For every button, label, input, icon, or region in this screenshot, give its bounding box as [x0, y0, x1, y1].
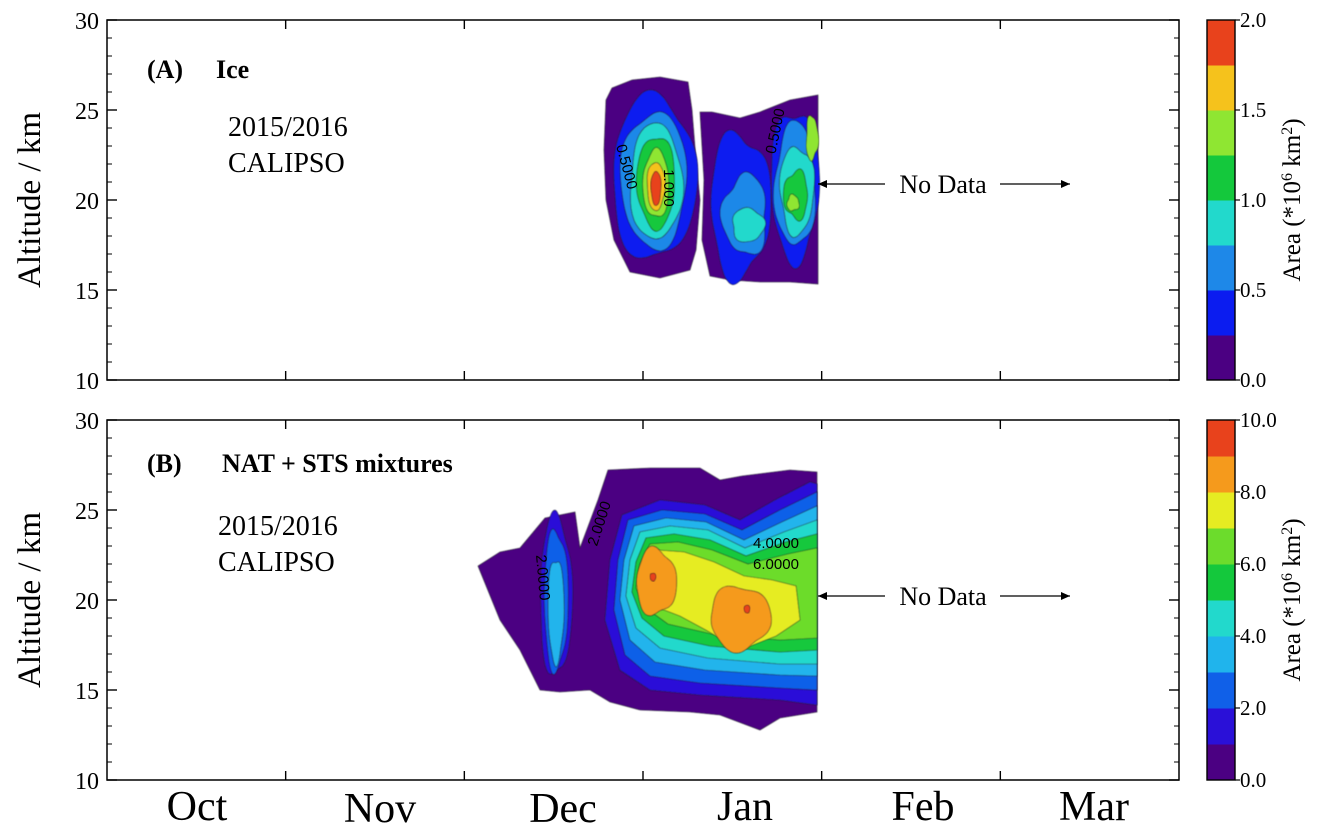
y-tick-label: 10 [75, 369, 99, 395]
colorbar-segment [1207, 335, 1235, 381]
colorbar-segment [1207, 200, 1235, 246]
panel-title: Ice [216, 55, 249, 84]
colorbar-segment [1207, 564, 1235, 601]
colorbar-tick-label: 8.0 [1240, 480, 1266, 504]
x-tick-label-dec: Dec [529, 786, 597, 832]
colorbar: 0.0 2.0 4.0 6.0 8.0 10.0 Area (*106 km2) [1206, 408, 1307, 792]
contour-label: 2.0000 [532, 554, 553, 601]
x-tick-label-jan: Jan [717, 784, 773, 830]
y-tick-label: 30 [75, 409, 99, 435]
colorbar-segment [1207, 20, 1235, 66]
y-tick-label: 25 [75, 99, 99, 125]
x-tick-label-oct: Oct [167, 784, 228, 830]
y-tick-label: 20 [75, 189, 99, 215]
contour-field [603, 76, 821, 285]
annotation-line: 2015/2016 [218, 511, 338, 542]
colorbar-segment [1207, 528, 1235, 565]
colorbar-tick-label: 4.0 [1240, 624, 1266, 648]
x-tick-label-nov: Nov [344, 786, 416, 832]
y-tick-label: 15 [75, 679, 99, 705]
colorbar-tick-label: 1.0 [1240, 188, 1266, 212]
contour-label: 4.0000 [753, 535, 799, 552]
colorbar-tick-label: 6.0 [1240, 552, 1266, 576]
contour-band-8 [710, 585, 772, 654]
colorbar-segment [1207, 290, 1235, 336]
annotation-line: CALIPSO [218, 547, 335, 578]
contour-label: 6.0000 [753, 556, 799, 573]
colorbar-label-suffix: ) [1279, 118, 1306, 126]
colorbar-segment [1207, 456, 1235, 493]
colorbar-segment [1207, 420, 1235, 457]
annotation-line: CALIPSO [228, 148, 345, 179]
colorbar-segment [1207, 492, 1235, 529]
colorbar-label-prefix: Area (*10 [1279, 181, 1306, 282]
x-tick-label-mar: Mar [1059, 784, 1129, 830]
y-tick-label: 20 [75, 589, 99, 615]
colorbar-tick-label: 2.0 [1240, 8, 1266, 32]
contour-field [477, 467, 818, 731]
colorbar-label: Area (*106 km2) [1279, 518, 1307, 681]
y-tick-label: 15 [75, 279, 99, 305]
no-data-label: No Data [899, 170, 987, 199]
panel-title: NAT + STS mixtures [222, 449, 453, 478]
colorbar-label-prefix: Area (*10 [1279, 581, 1306, 682]
y-tick-label: 10 [75, 769, 99, 795]
colorbar-tick-label: 0.5 [1240, 278, 1266, 302]
arrowhead-left [818, 592, 827, 600]
colorbar-tick-label: 1.5 [1240, 98, 1266, 122]
colorbar-segment [1207, 708, 1235, 745]
colorbar-tick-label: 0.0 [1240, 768, 1266, 792]
colorbar-segment [1207, 744, 1235, 781]
colorbar-label-suffix: ) [1279, 518, 1306, 526]
colorbar-frame [1206, 419, 1236, 781]
colorbar-label: Area (*106 km2) [1279, 118, 1307, 281]
contour-label: 1.000 [660, 169, 677, 207]
arrowhead-left [818, 180, 827, 188]
colorbar-label-mid: km [1279, 134, 1306, 173]
colorbar-tick-label: 2.0 [1240, 696, 1266, 720]
colorbar-segment [1207, 155, 1235, 201]
panel-label: (B) [147, 449, 182, 478]
colorbar-segment [1207, 636, 1235, 673]
contour-band-9 [743, 604, 751, 614]
colorbar-segment [1207, 110, 1235, 156]
arrowhead-right [1061, 592, 1070, 600]
contour-band-7 [650, 171, 662, 206]
contour-band-9 [649, 572, 657, 582]
contour-band-5 [786, 193, 800, 212]
contour-band-3 [732, 207, 766, 243]
colorbar: 0.0 0.5 1.0 1.5 2.0 Area (*106 km2) [1206, 8, 1307, 392]
y-tick-label: 30 [75, 9, 99, 35]
colorbar-tick-label: 0.0 [1240, 368, 1266, 392]
y-axis-label: Altitude / km [12, 512, 48, 688]
colorbar-tick-label: 10.0 [1240, 408, 1277, 432]
annotation-line: 2015/2016 [228, 112, 348, 143]
colorbar-label-exp2: 2 [1279, 527, 1296, 535]
contour-band-3 [547, 561, 565, 668]
colorbar-label-exp2: 2 [1279, 127, 1296, 135]
colorbar-label-exp: 6 [1279, 573, 1296, 581]
colorbar-label-mid: km [1279, 534, 1306, 573]
colorbar-segment [1207, 65, 1235, 111]
colorbar-segment [1207, 600, 1235, 637]
colorbar-segment [1207, 672, 1235, 709]
colorbar-segment [1207, 245, 1235, 291]
arrowhead-right [1061, 180, 1070, 188]
contour-band-8 [636, 545, 677, 616]
y-tick-label: 25 [75, 499, 99, 525]
y-axis-label: Altitude / km [12, 112, 48, 288]
x-tick-label-feb: Feb [892, 784, 955, 830]
no-data-label: No Data [899, 582, 987, 611]
contour-band-5 [805, 115, 820, 162]
colorbar-label-exp: 6 [1279, 173, 1296, 181]
panel-label: (A) [147, 55, 183, 84]
